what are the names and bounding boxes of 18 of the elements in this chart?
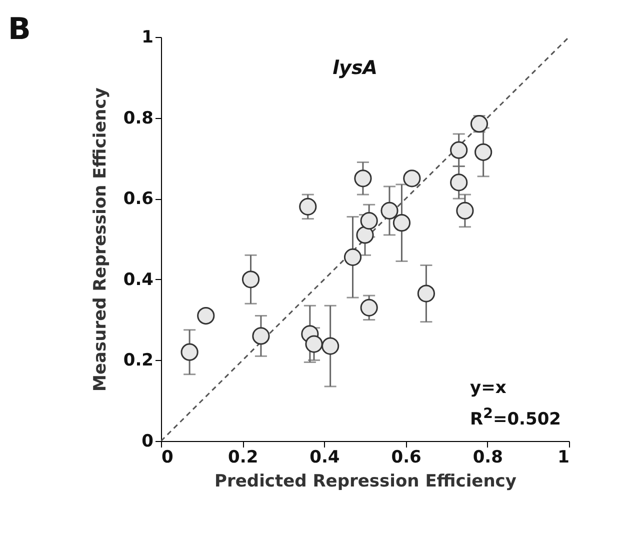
annotation: R$^{2}$=0.502 [470, 406, 561, 430]
x-tick-label: 0.4 [310, 448, 340, 468]
x-tick-label: 0.8 [472, 448, 503, 468]
y-tick-label: 0 [142, 432, 154, 452]
text: lysA [332, 57, 378, 79]
y-tick-label: 0.8 [123, 108, 154, 128]
text: B [8, 12, 31, 47]
annotation: y=x [470, 378, 506, 398]
y-tick-label: 0.6 [123, 189, 154, 210]
y-axis-title: Measured Repression Efficiency [90, 88, 110, 392]
x-tick-label: 0 [162, 448, 174, 468]
x-tick-label: 0.2 [228, 448, 258, 468]
y-tick-label: 0.4 [123, 270, 154, 290]
y-tick-label: 0.2 [123, 350, 154, 371]
x-tick-label: 0.6 [391, 448, 422, 468]
x-tick-label: 1 [558, 448, 570, 468]
x-axis-title: Predicted Repression Efficiency [214, 472, 516, 492]
y-tick-label: 1 [142, 28, 154, 48]
